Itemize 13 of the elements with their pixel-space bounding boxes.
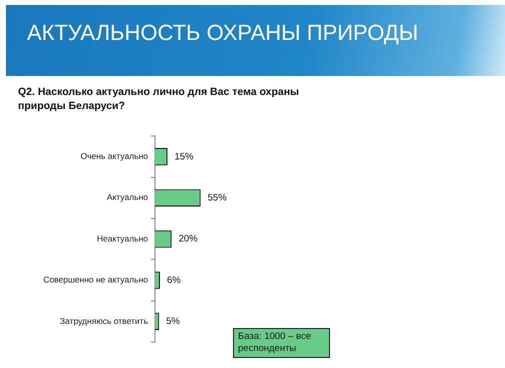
data-label: 5% (166, 316, 180, 328)
data-label: 55% (208, 192, 228, 204)
data-label: 20% (178, 234, 198, 245)
data-label: 6% (166, 274, 182, 286)
text: База: 1000 – все респонденты (233, 328, 330, 358)
y-tick-label: Очень актуально (80, 151, 148, 162)
y-tick-label: Затрудняюсь ответить (60, 316, 149, 326)
y-tick-label: Неактуально (96, 233, 148, 244)
data-label: 15% (174, 151, 194, 162)
y-tick-label: Актуально (106, 192, 148, 202)
y-tick-label: Совершенно не актуально (43, 274, 148, 285)
chart-subtitle: Q2. Насколько актуально лично для Вас тема охраны природы Беларуси? (18, 85, 300, 113)
chart-title: АКТУАЛЬНОСТЬ ОХРАНЫ ПРИРОДЫ (27, 20, 418, 46)
